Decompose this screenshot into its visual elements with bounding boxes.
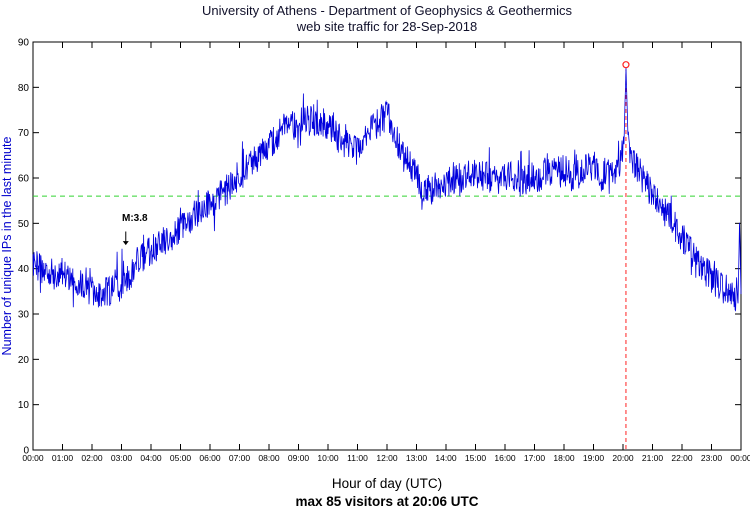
x-tick-label: 01:00	[52, 453, 74, 463]
event-annotation-arrowhead	[122, 241, 129, 246]
x-axis-label: Hour of day (UTC)	[332, 476, 442, 491]
y-tick-label: 40	[18, 264, 30, 275]
y-tick-label: 80	[18, 83, 30, 94]
x-tick-label: 05:00	[170, 453, 192, 463]
y-tick-label: 90	[18, 38, 30, 49]
x-tick-label: 06:00	[199, 453, 221, 463]
x-tick-label: 23:00	[701, 453, 723, 463]
x-tick-label: 16:00	[494, 453, 516, 463]
y-tick-label: 70	[18, 128, 30, 139]
x-tick-label: 00:00	[730, 453, 750, 463]
x-tick-label: 07:00	[229, 453, 251, 463]
x-tick-label: 00:00	[22, 453, 44, 463]
y-axis-label: Number of unique IPs in the last minute	[0, 137, 14, 356]
chart-title: University of Athens - Department of Geo…	[202, 3, 572, 18]
x-tick-label: 03:00	[111, 453, 133, 463]
x-tick-label: 08:00	[258, 453, 280, 463]
event-annotation-label: M:3.8	[122, 213, 148, 224]
x-tick-label: 11:00	[347, 453, 368, 463]
x-tick-label: 17:00	[524, 453, 546, 463]
chart-subtitle: web site traffic for 28-Sep-2018	[296, 19, 477, 34]
y-tick-label: 60	[18, 174, 30, 185]
x-tick-label: 21:00	[642, 453, 664, 463]
x-tick-label: 02:00	[81, 453, 103, 463]
max-visitors-caption: max 85 visitors at 20:06 UTC	[295, 494, 478, 509]
x-tick-label: 09:00	[288, 453, 310, 463]
max-marker	[622, 61, 630, 69]
x-tick-label: 04:00	[140, 453, 162, 463]
x-tick-label: 20:00	[612, 453, 634, 463]
y-tick-label: 50	[18, 219, 30, 230]
plot-area: 00:00 01:00 02:00 03:00 04:00 05:00 06:00 07:00…	[18, 38, 750, 464]
x-tick-label: 22:00	[671, 453, 693, 463]
y-tick-label: 30	[18, 310, 30, 321]
x-tick-label: 18:00	[553, 453, 575, 463]
x-tick-label: 12:00	[376, 453, 398, 463]
traffic-line	[32, 67, 742, 312]
y-tick-label: 0	[23, 446, 29, 457]
y-tick-label: 10	[18, 400, 30, 411]
y-tick-label: 20	[18, 355, 30, 366]
x-tick-label: 14:00	[435, 453, 457, 463]
x-tick-label: 15:00	[465, 453, 487, 463]
x-tick-label: 10:00	[317, 453, 339, 463]
x-tick-label: 13:00	[406, 453, 428, 463]
x-tick-label: 19:00	[583, 453, 605, 463]
